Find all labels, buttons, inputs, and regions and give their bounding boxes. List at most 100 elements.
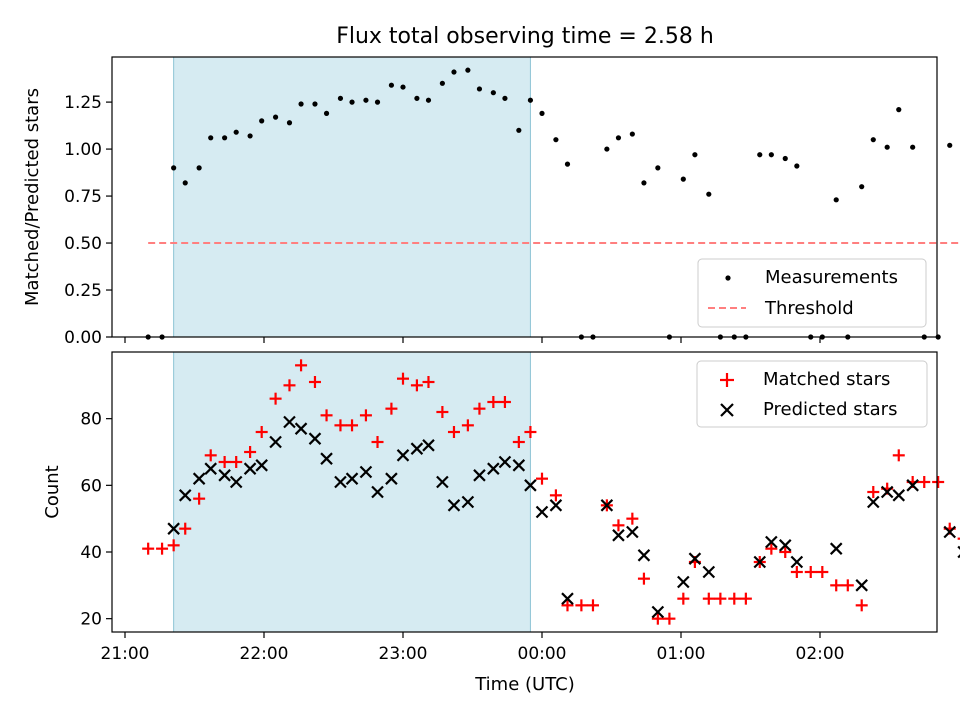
top-y-axis: 0.00 0.25 0.50 0.75 1.00 1.25 (64, 93, 112, 348)
bottom-xtick-label: 02:00 (796, 644, 845, 664)
predicted-point (294, 422, 308, 435)
matched-point (932, 476, 945, 488)
matched-point (575, 599, 588, 612)
predicted-point (906, 479, 919, 492)
measurement-point (794, 163, 800, 169)
matched-point (244, 446, 257, 458)
measurements-series (145, 67, 953, 340)
predicted-point (892, 489, 906, 502)
predicted-point (512, 459, 526, 472)
measurement-point (859, 184, 865, 190)
top-ytick-label: 0.00 (64, 328, 102, 348)
matched-point (626, 512, 639, 525)
matched-point (204, 449, 217, 462)
top-ytick-label: 0.25 (64, 281, 102, 301)
matched-point (334, 419, 347, 432)
predicted-point (345, 472, 359, 485)
predicted-point (283, 415, 296, 429)
bottom-ytick-label: 20 (80, 610, 102, 630)
predicted-point (447, 499, 461, 512)
legend-label-predicted: Predicted stars (763, 399, 897, 420)
measurement-point (222, 135, 228, 141)
bottom-ytick-label: 60 (80, 476, 102, 496)
bottom-y-axis-label: Count (42, 465, 63, 518)
matched-point (255, 426, 268, 438)
legend-marker-measurements (725, 275, 731, 281)
matched-point (663, 612, 676, 625)
bottom-y-axis: 20 40 60 80 (80, 410, 112, 630)
predicted-point (524, 479, 537, 492)
predicted-point (204, 462, 217, 475)
matched-point (346, 419, 359, 432)
predicted-point (651, 605, 665, 619)
measurement-point (439, 80, 445, 86)
bottom-xtick-label: 01:00 (657, 644, 706, 664)
measurement-point (259, 118, 265, 124)
measurement-point (233, 129, 239, 135)
matched-point (269, 392, 282, 405)
matched-point (422, 376, 435, 388)
predicted-point (688, 552, 702, 565)
measurement-point (400, 84, 406, 90)
top-legend-box (697, 258, 927, 328)
bottom-shaded-interval (173, 351, 531, 633)
matched-point (841, 579, 854, 592)
matched-point (283, 379, 296, 392)
measurement-point (374, 99, 381, 105)
matched-point (790, 566, 803, 578)
measurement-point (196, 165, 202, 171)
predicted-point (626, 525, 639, 539)
matched-point (728, 592, 741, 605)
measurement-point (272, 114, 279, 120)
matched-point (524, 426, 537, 438)
predicted-point (359, 465, 373, 479)
matched-point (142, 542, 155, 555)
top-legend: Measurements Threshold (697, 258, 927, 328)
bottom-legend-box (696, 360, 928, 428)
measurement-point (414, 95, 420, 101)
legend-label-matched: Matched stars (763, 369, 890, 390)
x-axis-label: Time (UTC) (474, 674, 575, 695)
predicted-point (600, 499, 614, 512)
predicted-point (229, 475, 243, 489)
matched-point (892, 449, 905, 462)
predicted-point (269, 435, 282, 449)
matched-point (512, 436, 525, 448)
top-shaded-interval (173, 56, 531, 338)
measurement-point (604, 146, 610, 152)
measurement-point (502, 95, 508, 101)
bottom-legend: Matched stars Predicted stars (696, 360, 928, 428)
measurement-point (490, 90, 496, 96)
matched-point (359, 409, 372, 422)
measurement-point (706, 191, 712, 197)
measurement-point (247, 133, 253, 139)
measurement-point (208, 135, 214, 141)
measurement-point (349, 99, 355, 105)
matched-point (804, 566, 817, 578)
predicted-point (178, 489, 192, 502)
matched-point (702, 592, 715, 605)
predicted-point (255, 459, 268, 472)
predicted-point (855, 579, 868, 592)
matched-point (473, 402, 486, 415)
predicted-point (320, 452, 333, 465)
predicted-point (778, 539, 792, 552)
predicted-point (677, 575, 690, 589)
predicted-point (549, 499, 563, 512)
legend-label-measurements: Measurements (765, 267, 898, 288)
predicted-point (498, 455, 512, 469)
measurement-point (768, 152, 774, 158)
top-ytick-label: 1.25 (64, 93, 102, 113)
predicted-point (753, 555, 767, 569)
top-panel: 0.00 0.25 0.50 0.75 1.00 1.25 Matched/Predict… (22, 56, 960, 348)
measurement-point (680, 176, 686, 182)
measurement-point (896, 107, 902, 113)
measurement-point (655, 165, 661, 171)
measurement-point (182, 180, 188, 186)
matched-point (218, 456, 231, 468)
predicted-point (790, 555, 804, 569)
matched-point (371, 436, 384, 448)
measurement-point (539, 110, 545, 116)
predicted-point (943, 525, 957, 539)
matched-point (867, 486, 880, 498)
